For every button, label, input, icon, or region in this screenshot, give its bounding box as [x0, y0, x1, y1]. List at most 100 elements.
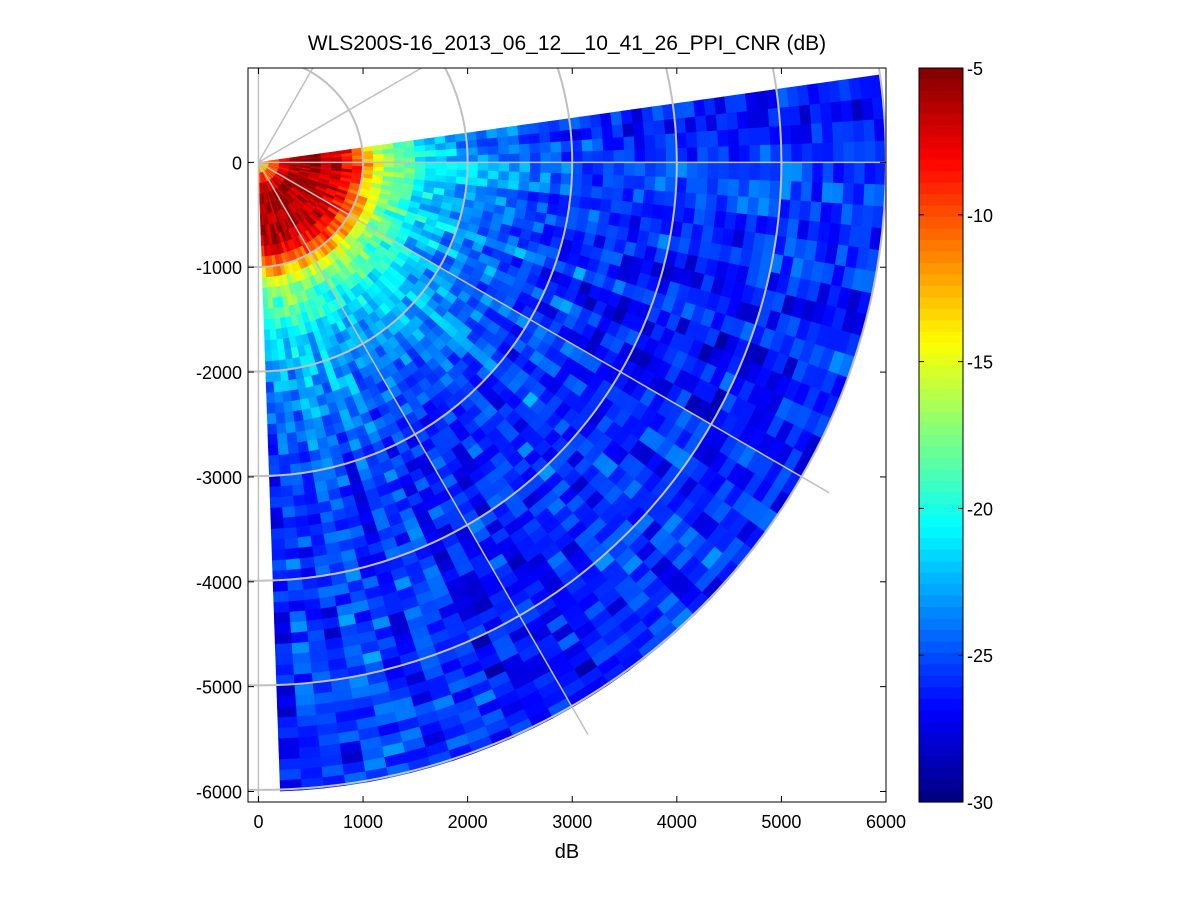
colorbar-tick-label: -30	[967, 793, 993, 813]
heatmap-cell	[271, 559, 288, 572]
colorbar-strip	[919, 584, 963, 597]
heatmap-cell	[791, 142, 803, 163]
colorbar-strip	[919, 159, 963, 172]
heatmap-cell	[613, 149, 625, 163]
heatmap-cell	[497, 135, 510, 146]
heatmap-cell	[589, 197, 603, 211]
heatmap-cell	[519, 152, 531, 163]
heatmap-cell	[298, 735, 321, 749]
heatmap-cell	[757, 197, 771, 217]
heatmap-cell	[748, 179, 761, 198]
heatmap-cell	[276, 422, 288, 435]
heatmap-cell	[653, 189, 666, 206]
colorbar-strip	[919, 790, 963, 803]
heatmap-cell	[749, 162, 761, 181]
heatmap-cell	[529, 142, 542, 154]
colorbar-strip	[919, 687, 963, 700]
heatmap-cell	[296, 714, 318, 728]
heatmap-cell	[641, 202, 655, 219]
heatmap-cell	[697, 146, 709, 163]
heatmap-cell	[676, 147, 688, 163]
heatmap-cell	[507, 134, 520, 146]
heatmap-cell	[718, 145, 730, 163]
heatmap-cell	[508, 162, 521, 172]
heatmap-cell	[291, 641, 311, 655]
heatmap-cell	[548, 119, 561, 133]
heatmap-cell	[266, 413, 278, 425]
heatmap-cell	[423, 137, 436, 146]
colorbar-strip	[919, 607, 963, 620]
heatmap-cell	[579, 195, 592, 210]
heatmap-cell	[738, 162, 751, 180]
heatmap-cell	[550, 151, 563, 163]
colorbar-strip	[919, 240, 963, 253]
heatmap-cell	[383, 166, 395, 173]
heatmap-cell	[435, 168, 447, 176]
y-tick-label: -1000	[196, 258, 242, 278]
heatmap-cell	[295, 693, 316, 707]
heatmap-cell	[288, 600, 306, 613]
heatmap-cell	[706, 177, 719, 195]
heatmap-cell	[466, 169, 479, 179]
heatmap-cell	[694, 114, 708, 133]
heatmap-cell	[821, 181, 834, 203]
heatmap-cell	[655, 147, 667, 163]
heatmap-cell	[861, 97, 875, 121]
heatmap-cell	[788, 199, 802, 220]
heatmap-cell	[506, 188, 519, 200]
heatmap-cell	[853, 162, 866, 184]
colorbar-ticks: -5 -10 -15 -20 -25 -30	[919, 59, 993, 813]
colorbar-strip	[919, 331, 963, 344]
heatmap-cell	[282, 506, 296, 519]
heatmap-cell	[738, 178, 751, 198]
heatmap-cell	[289, 610, 307, 623]
heatmap-cell	[623, 162, 636, 176]
heatmap-cell	[853, 140, 866, 163]
heatmap-cell	[830, 100, 844, 123]
heatmap-cell	[292, 483, 306, 497]
heatmap-cell	[508, 170, 521, 182]
heatmap-cell	[651, 105, 665, 122]
heatmap-cell	[295, 515, 310, 528]
heatmap-cell	[685, 131, 698, 148]
heatmap-cell	[274, 622, 292, 635]
heatmap-cell	[352, 165, 364, 171]
heatmap-cell	[694, 192, 708, 210]
colorbar-strip	[919, 148, 963, 161]
heatmap-cell	[278, 747, 301, 761]
heatmap-cell	[790, 180, 803, 201]
heatmap-cell	[705, 113, 718, 132]
colorbar-strip	[919, 561, 963, 574]
heatmap-cell	[287, 442, 300, 455]
heatmap-cell	[697, 162, 709, 179]
heatmap-cell	[758, 126, 771, 146]
colorbar-strip	[919, 274, 963, 287]
heatmap-cell	[485, 128, 499, 139]
heatmap-cell	[539, 171, 552, 184]
colorbar-strip	[919, 526, 963, 539]
heatmap-cell	[601, 186, 614, 200]
heatmap-cell	[287, 579, 304, 592]
heatmap-cell	[790, 123, 803, 145]
heatmap-cell	[632, 188, 645, 204]
axes-box	[247, 67, 887, 803]
colorbar-strip	[919, 457, 963, 471]
heatmap-cell	[444, 134, 457, 143]
heatmap-cell	[425, 155, 437, 163]
colorbar-strip	[919, 779, 963, 792]
heatmap-cell	[851, 203, 864, 227]
heatmap-cell	[508, 152, 521, 163]
heatmap-cell	[528, 181, 541, 193]
heatmap-cell	[264, 339, 272, 352]
colorbar-strip	[919, 125, 963, 138]
heatmap-cell	[589, 113, 603, 128]
heatmap-cell	[467, 162, 479, 171]
cnr-heatmap	[258, 74, 886, 792]
heatmap-cell	[477, 162, 489, 171]
heatmap-cell	[682, 206, 696, 225]
heatmap-cell	[651, 203, 665, 220]
colorbar-strip	[919, 194, 963, 207]
heatmap-cell	[801, 162, 814, 183]
heatmap-cell	[874, 140, 886, 163]
colorbar-strip	[919, 262, 963, 276]
